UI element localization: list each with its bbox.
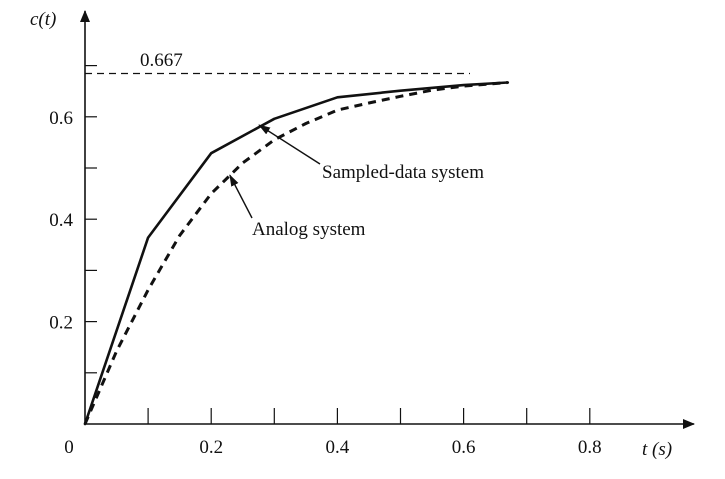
- annotation-group: [229, 124, 321, 219]
- annotation-arrow-analog: [229, 174, 253, 219]
- annotation-analog-system: Analog system: [252, 219, 366, 240]
- annotation-arrow-sampled-data: [258, 124, 321, 165]
- x-tick-label: 0: [64, 437, 74, 458]
- series-line-solid: [83, 81, 510, 426]
- y-tick-label: 0.6: [49, 108, 73, 129]
- series-line-dashed: [83, 81, 508, 425]
- y-tick-label: 0.2: [49, 313, 73, 334]
- y-axis-label: c(t): [30, 9, 56, 30]
- annotation-sampled-data-system: Sampled-data system: [322, 162, 484, 183]
- x-axis-label: t (s): [642, 439, 672, 460]
- x-tick-label: 0.6: [452, 437, 476, 458]
- y-tick-label: 0.4: [49, 210, 73, 231]
- axes: 0 0.2 0.4 0.6 0.8 0.2 0.4 0.6: [49, 10, 695, 458]
- reference-line-label: 0.667: [140, 50, 183, 71]
- x-tick-label: 0.8: [578, 437, 602, 458]
- x-tick-label: 0.4: [326, 437, 350, 458]
- series-group: [83, 81, 510, 426]
- x-tick-label: 0.2: [199, 437, 223, 458]
